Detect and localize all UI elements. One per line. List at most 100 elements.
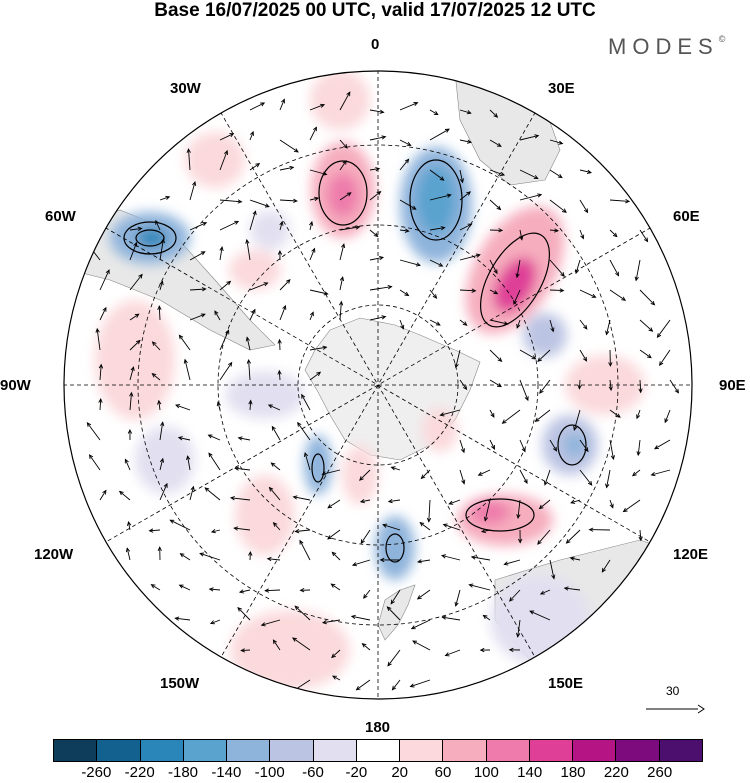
- wind-vector-head: [560, 272, 565, 277]
- wind-vector: [219, 150, 228, 171]
- positive-anomaly: [327, 173, 359, 217]
- wind-vector-head: [631, 471, 637, 477]
- wind-vector: [217, 402, 221, 411]
- wind-vector: [549, 199, 567, 213]
- wind-vector-head: [160, 421, 165, 427]
- wind-vector: [578, 379, 581, 389]
- reference-vector-arrow: [646, 704, 705, 714]
- wind-vector-head: [387, 284, 393, 290]
- wind-vector: [399, 229, 409, 232]
- colorbar-tick-label: -180: [167, 764, 199, 781]
- wind-vector: [149, 529, 161, 532]
- colorbar-swatch: [573, 740, 617, 761]
- wind-vector-head: [648, 327, 654, 332]
- lon-label-120w: 120W: [34, 546, 74, 563]
- wind-vector: [339, 160, 347, 171]
- wind-vector: [219, 330, 230, 351]
- wind-vector-head: [237, 436, 243, 441]
- wind-vector-head: [516, 514, 521, 520]
- wind-vector: [535, 409, 551, 422]
- wind-vector: [309, 346, 327, 351]
- wind-vector-head: [490, 412, 495, 418]
- wind-vector: [539, 379, 551, 394]
- wind-vector-head: [462, 321, 468, 326]
- wind-vector: [297, 422, 311, 441]
- wind-vector: [459, 139, 472, 143]
- wind-vector-head: [413, 102, 419, 107]
- wind-vector: [369, 136, 386, 141]
- wind-vector-head: [558, 140, 564, 145]
- wind-vector-head: [118, 490, 124, 496]
- wind-vector-head: [98, 363, 104, 369]
- colorbar-swatch: [227, 740, 271, 761]
- wind-vector: [502, 409, 521, 424]
- wind-vector: [179, 335, 191, 351]
- wind-vector: [279, 139, 299, 153]
- map-content: [64, 71, 692, 699]
- wind-vector: [549, 319, 554, 332]
- new-zealand-landmass: [377, 584, 416, 641]
- wind-vector-head: [376, 190, 382, 196]
- wind-vector-head: [503, 561, 509, 566]
- wind-vector: [249, 131, 254, 141]
- wind-vector: [606, 319, 611, 335]
- lon-label-90e: 90E: [719, 377, 746, 394]
- wind-vector-head: [124, 458, 129, 464]
- negative-anomaly: [416, 166, 456, 234]
- wind-vector-head: [493, 290, 499, 295]
- wind-vector: [429, 319, 441, 326]
- wind-vector-head: [320, 103, 326, 108]
- wind-vector: [119, 491, 131, 501]
- wind-vector-head: [426, 517, 432, 523]
- wind-vector: [271, 462, 281, 471]
- wind-vector-head: [289, 165, 295, 171]
- wind-vector: [369, 286, 392, 291]
- wind-vector: [489, 319, 508, 325]
- wind-vector-head: [381, 315, 387, 320]
- wind-vector: [669, 379, 679, 394]
- wind-vector-head: [178, 334, 184, 340]
- wind-vector-head: [343, 143, 348, 149]
- wind-vector: [459, 191, 471, 201]
- wind-vector: [504, 559, 521, 565]
- wind-vector: [429, 109, 439, 115]
- wind-vector-head: [309, 220, 314, 226]
- wind-vector: [549, 289, 564, 292]
- wind-vector: [249, 163, 260, 171]
- wind-vector: [417, 559, 431, 563]
- wind-vector: [489, 199, 501, 210]
- wind-vector: [237, 607, 251, 621]
- wind-vector: [632, 469, 641, 477]
- wind-vector: [265, 589, 281, 592]
- wind-vector-head: [260, 102, 266, 107]
- wind-vector-head: [129, 391, 134, 397]
- wind-vector-head: [350, 614, 356, 620]
- wind-vector-head: [415, 262, 421, 267]
- wind-vector: [271, 426, 281, 441]
- lon-label-60w: 60W: [45, 208, 76, 225]
- wind-vector: [339, 226, 360, 231]
- wind-vector: [204, 487, 221, 501]
- wind-vector: [219, 247, 223, 261]
- wind-vector: [331, 649, 341, 658]
- wind-vector: [489, 139, 502, 147]
- wind-vector: [273, 639, 281, 651]
- positive-anomaly: [493, 257, 537, 313]
- wind-vector: [636, 409, 641, 419]
- wind-vector: [639, 349, 652, 359]
- wind-vector: [570, 499, 581, 504]
- wind-vector-head: [260, 622, 266, 627]
- wind-vector-head: [208, 587, 214, 592]
- wind-vector-head: [155, 219, 160, 225]
- wind-vector-head: [435, 321, 441, 326]
- wind-vector: [410, 679, 431, 688]
- wind-vector-head: [508, 647, 514, 653]
- wind-vector: [129, 392, 132, 411]
- wind-vector-head: [442, 523, 448, 528]
- polar-map[interactable]: [0, 0, 750, 730]
- wind-vector-head: [268, 486, 274, 492]
- wind-vector-head: [439, 176, 445, 181]
- wind-vector-head: [292, 495, 298, 500]
- wind-vector: [382, 524, 401, 531]
- wind-vector-head: [248, 550, 253, 556]
